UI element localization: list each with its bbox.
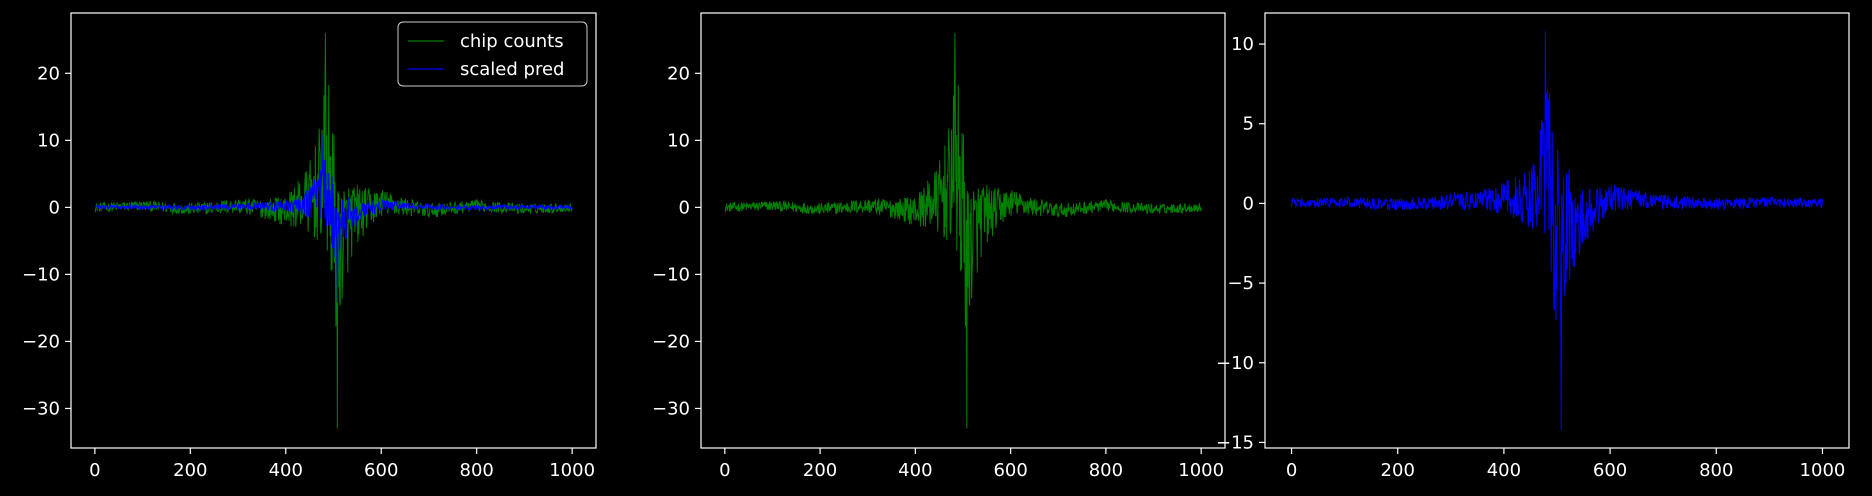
x-tick-label: 400: [269, 460, 303, 481]
x-tick-label: 400: [898, 460, 932, 481]
y-tick-label: −10: [1216, 353, 1254, 374]
y-tick-label: 0: [49, 197, 60, 218]
x-tick-label: 600: [364, 460, 398, 481]
axes-frame: [700, 12, 1226, 449]
legend-box: [397, 21, 588, 87]
x-tick-label: 800: [1699, 460, 1733, 481]
y-tick-label: −5: [1227, 273, 1254, 294]
axes-frame: [70, 12, 597, 449]
series-line-series-1: [1291, 31, 1823, 430]
y-tick-label: −10: [22, 264, 60, 285]
x-tick-label: 200: [803, 460, 837, 481]
x-tick-label: 1000: [1800, 460, 1846, 481]
legend: chip counts scaled pred: [397, 21, 588, 87]
y-tick-label: 0: [679, 197, 690, 218]
y-tick-label: −20: [22, 331, 60, 352]
x-tick-label: 600: [993, 460, 1027, 481]
y-tick-label: 20: [37, 63, 60, 84]
x-tick-label: 0: [1286, 460, 1297, 481]
x-tick-label: 1000: [1178, 460, 1224, 481]
x-tick-label: 0: [89, 460, 100, 481]
axes-frame: [1264, 12, 1850, 449]
x-tick-label: 600: [1593, 460, 1627, 481]
x-tick-label: 800: [460, 460, 494, 481]
x-tick-label: 200: [173, 460, 207, 481]
y-tick-label: 5: [1243, 114, 1254, 135]
x-tick-label: 200: [1381, 460, 1415, 481]
chart-panel-3: 0 200 400 600 800 1000 −15 −10 −5 0 5 10: [1216, 12, 1850, 481]
y-tick-label: 10: [1231, 34, 1254, 55]
y-tick-label: −15: [1216, 432, 1254, 453]
chart-panel-2: 0 200 400 600 800 1000 −30 −20 −10 0 10 20: [652, 12, 1226, 481]
y-tick-label: 10: [37, 130, 60, 151]
x-tick-label: 400: [1487, 460, 1521, 481]
legend-label: scaled pred: [460, 59, 564, 80]
legend-label: chip counts: [460, 31, 564, 52]
x-tick-label: 1000: [549, 460, 595, 481]
chart-panel-1: 0 200 400 600 800 1000 −30 −20 −10 0 10 20 chip coun…: [22, 12, 597, 481]
y-tick-label: −20: [652, 331, 690, 352]
y-tick-label: 20: [667, 63, 690, 84]
y-tick-label: 0: [1243, 193, 1254, 214]
series-line-scaled-pred: [94, 134, 573, 303]
series-line-series-1: [724, 33, 1202, 429]
y-tick-label: 10: [667, 130, 690, 151]
y-tick-label: −10: [652, 264, 690, 285]
x-tick-label: 0: [719, 460, 730, 481]
y-tick-label: −30: [652, 398, 690, 419]
y-tick-label: −30: [22, 398, 60, 419]
x-tick-label: 800: [1089, 460, 1123, 481]
